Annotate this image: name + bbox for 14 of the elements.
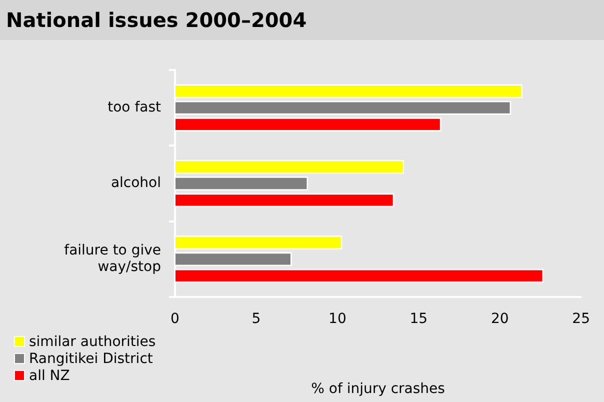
y-tick-label: alcohol [110, 175, 161, 192]
x-tick-label: 20 [490, 311, 509, 328]
y-tick-label: failure to give way/stop [64, 242, 162, 276]
x-tick-label: 0 [170, 311, 180, 328]
chart-title: National issues 2000–2004 [0, 0, 604, 40]
legend-label: similar authorities [29, 334, 156, 350]
legend-label: all NZ [29, 368, 70, 384]
x-tick-label: 5 [252, 311, 261, 328]
x-tick-label: 25 [572, 311, 590, 328]
x-tick-label: 15 [410, 311, 428, 328]
x-tick-label: 10 [328, 311, 346, 328]
y-tick-label: too fast [108, 99, 162, 116]
legend-label: Rangitikei District [29, 350, 153, 366]
x-axis-title: % of injury crashes [311, 381, 445, 398]
